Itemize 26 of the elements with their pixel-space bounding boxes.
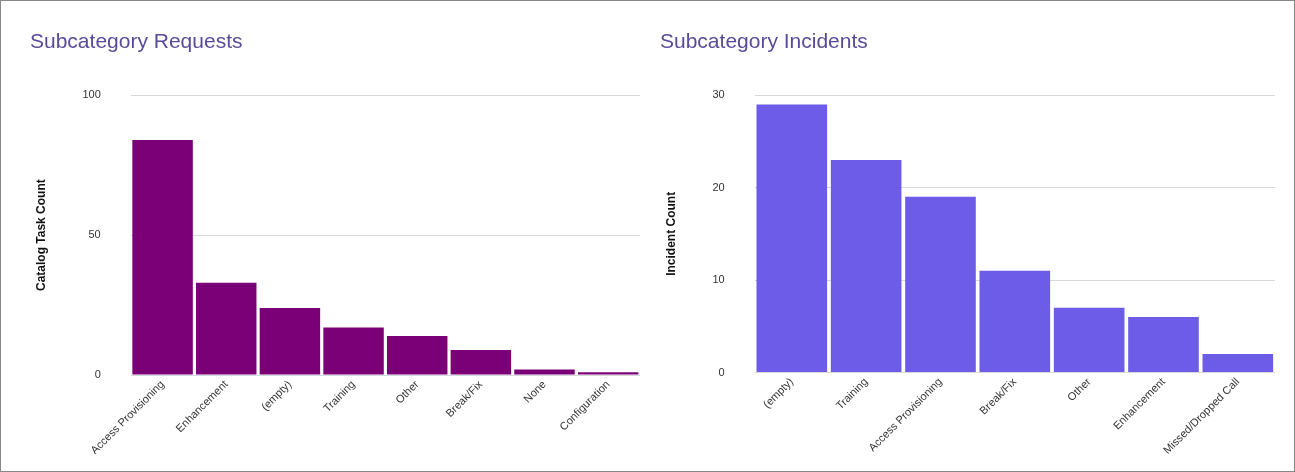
y-axis-title: Catalog Task Count: [33, 179, 48, 292]
bar: [196, 282, 257, 375]
bar: [756, 104, 828, 372]
chart-title: Subcategory Incidents: [660, 29, 868, 53]
bar: [979, 270, 1051, 372]
bar: [386, 335, 448, 375]
bar: [830, 159, 902, 372]
y-tick-label: 100: [82, 88, 101, 101]
bar: [514, 369, 575, 375]
bar: [132, 139, 193, 375]
bar: [577, 372, 639, 375]
bar: [1053, 307, 1125, 372]
y-tick-label: 10: [712, 273, 725, 286]
y-tick-label: 0: [718, 365, 725, 378]
bar: [259, 307, 321, 375]
y-tick-label: 50: [88, 228, 101, 241]
y-tick-label: 0: [94, 368, 101, 381]
chart-title: Subcategory Requests: [30, 29, 243, 53]
bar: [905, 196, 976, 372]
y-tick-label: 20: [712, 180, 725, 193]
y-axis-title: Incident Count: [663, 191, 678, 276]
bar: [1202, 353, 1274, 372]
y-tick-label: 30: [712, 88, 725, 101]
bar: [1128, 317, 1199, 372]
bar: [323, 327, 384, 375]
bar: [450, 349, 512, 375]
